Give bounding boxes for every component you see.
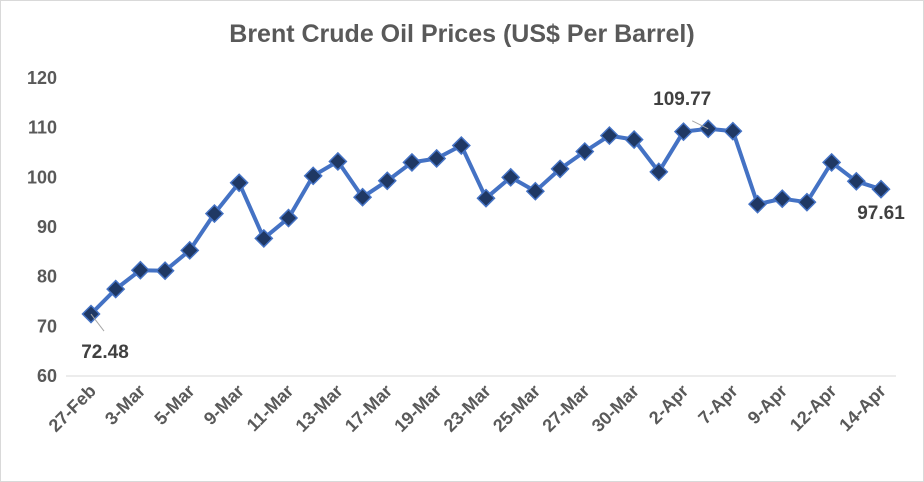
data-point-marker [402, 152, 422, 172]
data-point-marker [599, 126, 619, 146]
data-point-marker [748, 194, 768, 214]
data-point-marker [673, 122, 694, 142]
data-point-marker [525, 181, 545, 201]
y-tick-label: 120 [27, 68, 57, 88]
data-label: 97.61 [857, 203, 905, 224]
chart-title: Brent Crude Oil Prices (US$ Per Barrel) [229, 20, 695, 48]
data-label: 109.77 [653, 89, 711, 110]
data-point-marker [575, 141, 595, 162]
data-point-marker [822, 152, 842, 172]
x-tick-label: 19-Mar [390, 381, 445, 436]
data-point-marker [772, 189, 792, 209]
data-point-marker [624, 130, 644, 150]
data-point-marker [649, 162, 669, 182]
data-point-marker [797, 192, 817, 212]
data-point-marker [427, 148, 447, 169]
y-tick-label: 110 [28, 118, 57, 138]
data-point-marker [278, 208, 299, 228]
data-point-marker [106, 279, 126, 299]
x-tick-label: 9-Mar [200, 381, 248, 429]
x-tick-label: 9-Apr [744, 381, 791, 428]
x-tick-label: 27-Mar [538, 381, 593, 436]
data-label-leader-line [691, 120, 709, 130]
data-point-marker [846, 171, 866, 191]
data-point-marker [871, 179, 891, 199]
x-tick-label: 27-Feb [45, 381, 100, 436]
data-point-marker [254, 228, 274, 248]
x-tick-label: 5-Mar [150, 381, 198, 429]
y-tick-label: 100 [27, 167, 57, 187]
x-tick-label: 25-Mar [489, 381, 544, 436]
y-tick-label: 60 [37, 366, 57, 386]
data-point-marker [328, 151, 348, 172]
data-point-marker [377, 171, 397, 191]
x-tick-label: 2-Apr [645, 381, 692, 428]
data-label-leader-line [90, 313, 105, 332]
data-point-marker [501, 167, 521, 187]
data-point-marker [130, 260, 150, 280]
x-tick-label: 3-Mar [101, 381, 149, 429]
data-point-marker [180, 240, 200, 260]
x-tick-label: 23-Mar [440, 381, 495, 436]
data-point-marker [204, 204, 224, 224]
data-point-marker [550, 159, 570, 179]
x-tick-label: 13-Mar [292, 381, 347, 436]
data-point-marker [303, 166, 323, 186]
data-point-marker [155, 261, 175, 281]
y-tick-label: 90 [37, 217, 57, 237]
x-tick-label: 17-Mar [341, 381, 396, 436]
data-point-marker [476, 188, 496, 208]
x-tick-label: 7-Apr [694, 381, 741, 428]
data-point-marker [451, 135, 471, 156]
x-tick-label: 30-Mar [588, 381, 643, 436]
y-tick-label: 80 [37, 267, 57, 287]
x-tick-label: 14-Apr [835, 381, 889, 435]
data-point-marker [229, 173, 249, 193]
x-tick-label: 11-Mar [243, 381, 297, 435]
data-point-marker [353, 187, 373, 207]
y-tick-label: 70 [37, 316, 57, 336]
data-point-marker [723, 121, 743, 141]
data-label: 72.48 [81, 342, 129, 363]
series-line [89, 126, 882, 316]
x-tick-label: 12-Apr [786, 381, 840, 435]
